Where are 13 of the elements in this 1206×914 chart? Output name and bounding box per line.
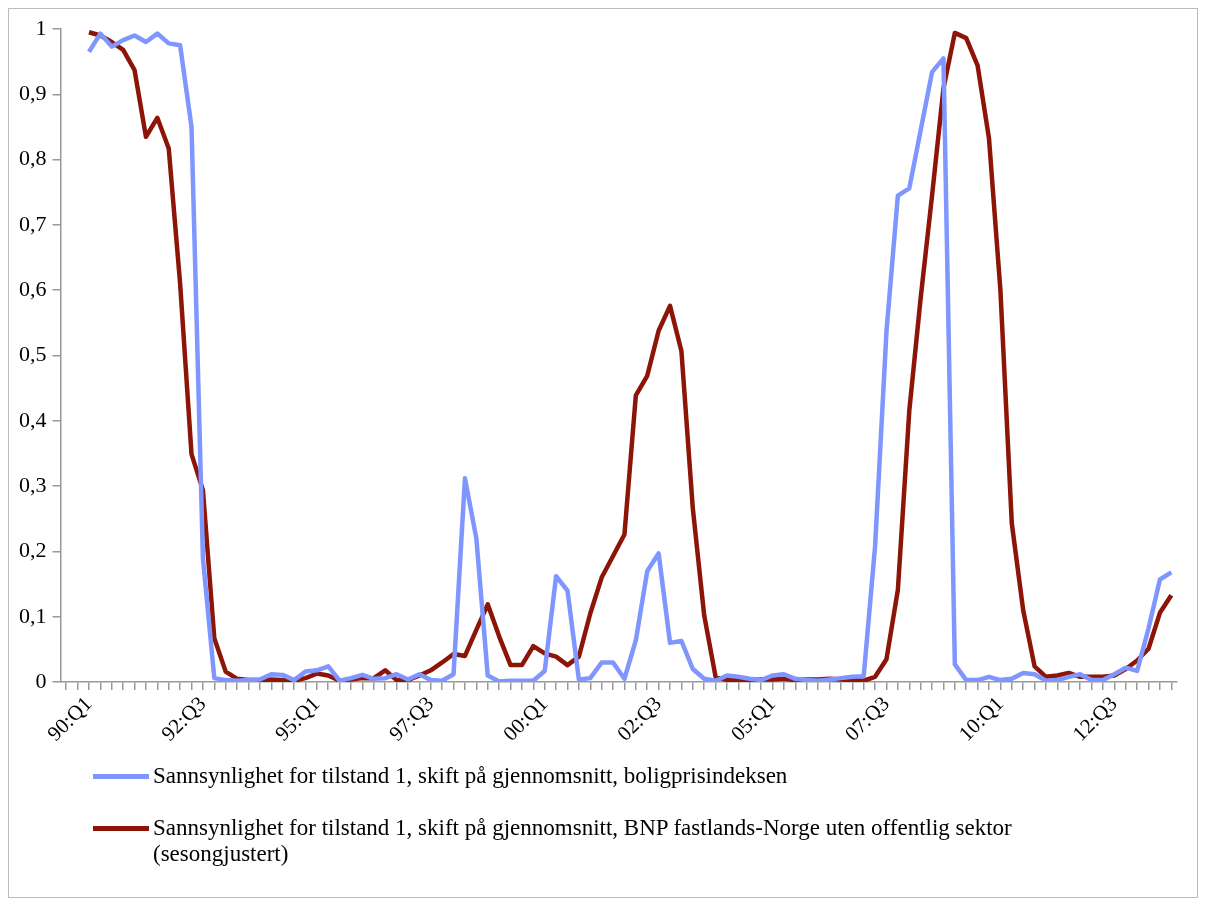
y-tick-label: 0,5 [19, 341, 47, 367]
y-tick-label: 0,2 [19, 537, 47, 563]
legend-label: Sannsynlighet for tilstand 1, skift på gjennomsnitt, boligprisindeksen [153, 763, 788, 789]
legend-label: Sannsynlighet for tilstand 1, skift på gjennomsnitt, BNP fastlands-Norge uten offentlig sektor (sesongjustert) [153, 815, 1013, 867]
y-tick-label: 0 [35, 667, 47, 693]
y-tick-label: 0,7 [19, 210, 47, 236]
y-tick-label: 1 [35, 14, 47, 40]
y-tick-label: 0,3 [19, 471, 47, 497]
y-tick-label: 0,1 [19, 602, 47, 628]
y-tick-label: 0,9 [19, 80, 47, 106]
y-tick-label: 0,8 [19, 145, 47, 171]
y-tick-label: 0,4 [19, 406, 47, 432]
y-tick-label: 0,6 [19, 276, 47, 301]
